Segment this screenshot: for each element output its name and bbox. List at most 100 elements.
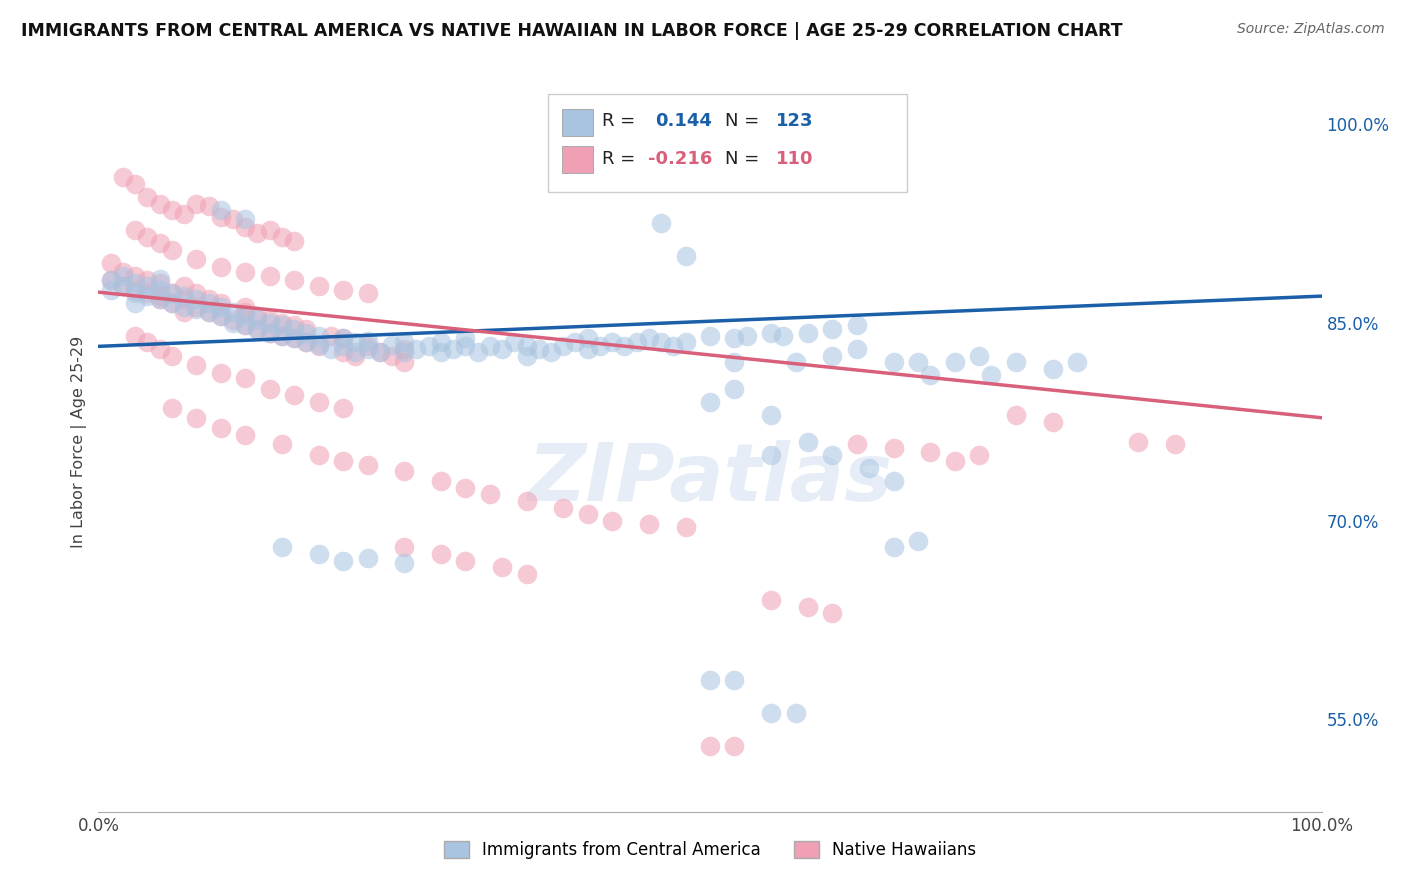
Point	[197, 305, 219, 319]
Text: 123: 123	[776, 112, 814, 130]
Text: ZIPatlas: ZIPatlas	[527, 440, 893, 517]
Point	[186, 196, 208, 211]
Text: R =: R =	[602, 112, 641, 130]
Point	[418, 339, 440, 353]
Point	[136, 190, 159, 204]
Point	[467, 344, 489, 359]
Point	[980, 368, 1002, 383]
Point	[233, 371, 256, 385]
Point	[173, 300, 195, 314]
Point	[600, 335, 623, 350]
Point	[785, 706, 807, 720]
Point	[920, 368, 942, 383]
Point	[392, 355, 416, 369]
Point	[270, 541, 294, 555]
Point	[381, 338, 404, 352]
Point	[392, 556, 416, 570]
Point	[576, 331, 599, 345]
Point	[356, 339, 378, 353]
Point	[381, 349, 404, 363]
Point	[761, 593, 783, 607]
Point	[149, 236, 172, 251]
Point	[600, 514, 623, 528]
Point	[392, 344, 416, 359]
Point	[209, 210, 232, 224]
Point	[613, 339, 636, 353]
Point	[233, 220, 256, 235]
Point	[283, 318, 305, 333]
Point	[124, 328, 146, 343]
Point	[111, 278, 134, 293]
Point	[821, 607, 844, 621]
Point	[761, 448, 783, 462]
Point	[308, 395, 330, 409]
Text: -0.216: -0.216	[648, 150, 713, 168]
Point	[821, 322, 844, 336]
Point	[392, 541, 416, 555]
Point	[723, 382, 745, 396]
Point	[308, 448, 330, 462]
Point	[233, 318, 256, 333]
Point	[136, 286, 159, 301]
Point	[209, 309, 232, 323]
Point	[478, 339, 501, 353]
Text: 0.144: 0.144	[655, 112, 711, 130]
Point	[821, 448, 844, 462]
Point	[650, 216, 672, 230]
Y-axis label: In Labor Force | Age 25-29: In Labor Force | Age 25-29	[72, 335, 87, 548]
Point	[735, 328, 758, 343]
Point	[392, 464, 416, 478]
Point	[209, 295, 232, 310]
Point	[430, 547, 453, 561]
Point	[124, 177, 146, 191]
Point	[270, 328, 294, 343]
Point	[173, 207, 195, 221]
Point	[136, 335, 159, 350]
Point	[650, 335, 672, 350]
Point	[197, 295, 219, 310]
Point	[1042, 361, 1064, 376]
Point	[883, 541, 905, 555]
Point	[845, 318, 868, 333]
Point	[186, 358, 208, 372]
Point	[1128, 434, 1150, 449]
Point	[259, 313, 281, 327]
Point	[186, 302, 208, 317]
Point	[907, 355, 929, 369]
Point	[540, 344, 562, 359]
Point	[233, 265, 256, 279]
Point	[100, 283, 122, 297]
Point	[761, 326, 783, 340]
Point	[699, 673, 721, 687]
Point	[943, 355, 966, 369]
Point	[111, 170, 134, 185]
Point	[332, 331, 354, 345]
Point	[124, 295, 146, 310]
Point	[149, 289, 172, 303]
Point	[295, 335, 318, 350]
Point	[723, 739, 745, 753]
Point	[332, 339, 354, 353]
Point	[332, 283, 354, 297]
Point	[160, 295, 183, 310]
Point	[662, 339, 685, 353]
Text: N =: N =	[725, 150, 765, 168]
Point	[454, 553, 477, 567]
Point	[124, 286, 146, 301]
Point	[124, 269, 146, 284]
Point	[209, 300, 232, 314]
Point	[845, 437, 868, 451]
Point	[723, 673, 745, 687]
Point	[160, 349, 183, 363]
Legend: Immigrants from Central America, Native Hawaiians: Immigrants from Central America, Native …	[443, 841, 977, 859]
Point	[1066, 355, 1088, 369]
Point	[136, 273, 159, 287]
Point	[233, 428, 256, 442]
Point	[222, 313, 245, 327]
Point	[344, 349, 367, 363]
Point	[186, 286, 208, 301]
Point	[907, 533, 929, 548]
Point	[723, 355, 745, 369]
Point	[124, 276, 146, 290]
Point	[441, 342, 464, 356]
